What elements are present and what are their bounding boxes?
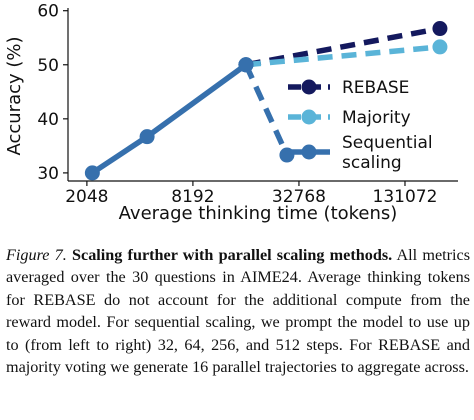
data-point <box>139 129 155 145</box>
legend-swatch-marker <box>301 144 317 160</box>
x-tick-label: 8192 <box>171 187 214 207</box>
x-tick-label: 2048 <box>65 187 108 207</box>
data-point <box>432 21 448 37</box>
series-layer <box>84 21 448 181</box>
y-tick-label: 50 <box>37 56 59 76</box>
x-tick-label: 32768 <box>272 187 326 207</box>
caption-title: Scaling further with parallel scaling me… <box>72 246 393 264</box>
accuracy-chart: 30 40 50 60 2048 8192 32768 131072 Accuracy (%)… <box>4 2 458 224</box>
data-point <box>238 57 254 73</box>
figure-caption: Figure 7. Scaling further with parallel … <box>6 244 470 378</box>
legend-swatch-marker <box>301 79 317 95</box>
legend-label: Sequential scaling <box>342 133 433 173</box>
y-tick-label: 30 <box>37 164 59 184</box>
legend-label: Majority <box>342 108 411 128</box>
legend-swatch-marker <box>301 109 317 125</box>
series-line-2 <box>90 62 248 176</box>
data-point <box>432 39 448 55</box>
ticks-layer: 30 40 50 60 2048 8192 32768 131072 <box>37 2 437 207</box>
y-tick-label: 40 <box>37 110 59 130</box>
axes <box>67 8 458 182</box>
data-point <box>84 165 100 181</box>
legend-label: REBASE <box>342 78 409 98</box>
legend: REBASE Majority Sequential scaling <box>288 78 433 173</box>
series-line-3 <box>243 63 290 157</box>
caption-body: All metrics averaged over the 30 questio… <box>6 246 471 377</box>
series-line-1 <box>245 44 441 68</box>
y-axis-label: Accuracy (%) <box>4 36 25 155</box>
series-line-0 <box>245 25 441 68</box>
y-tick-label: 60 <box>37 2 59 22</box>
x-tick-label: 131072 <box>373 187 438 207</box>
caption-label: Figure 7. <box>6 246 67 264</box>
x-axis-label: Average thinking time (tokens) <box>119 203 398 224</box>
